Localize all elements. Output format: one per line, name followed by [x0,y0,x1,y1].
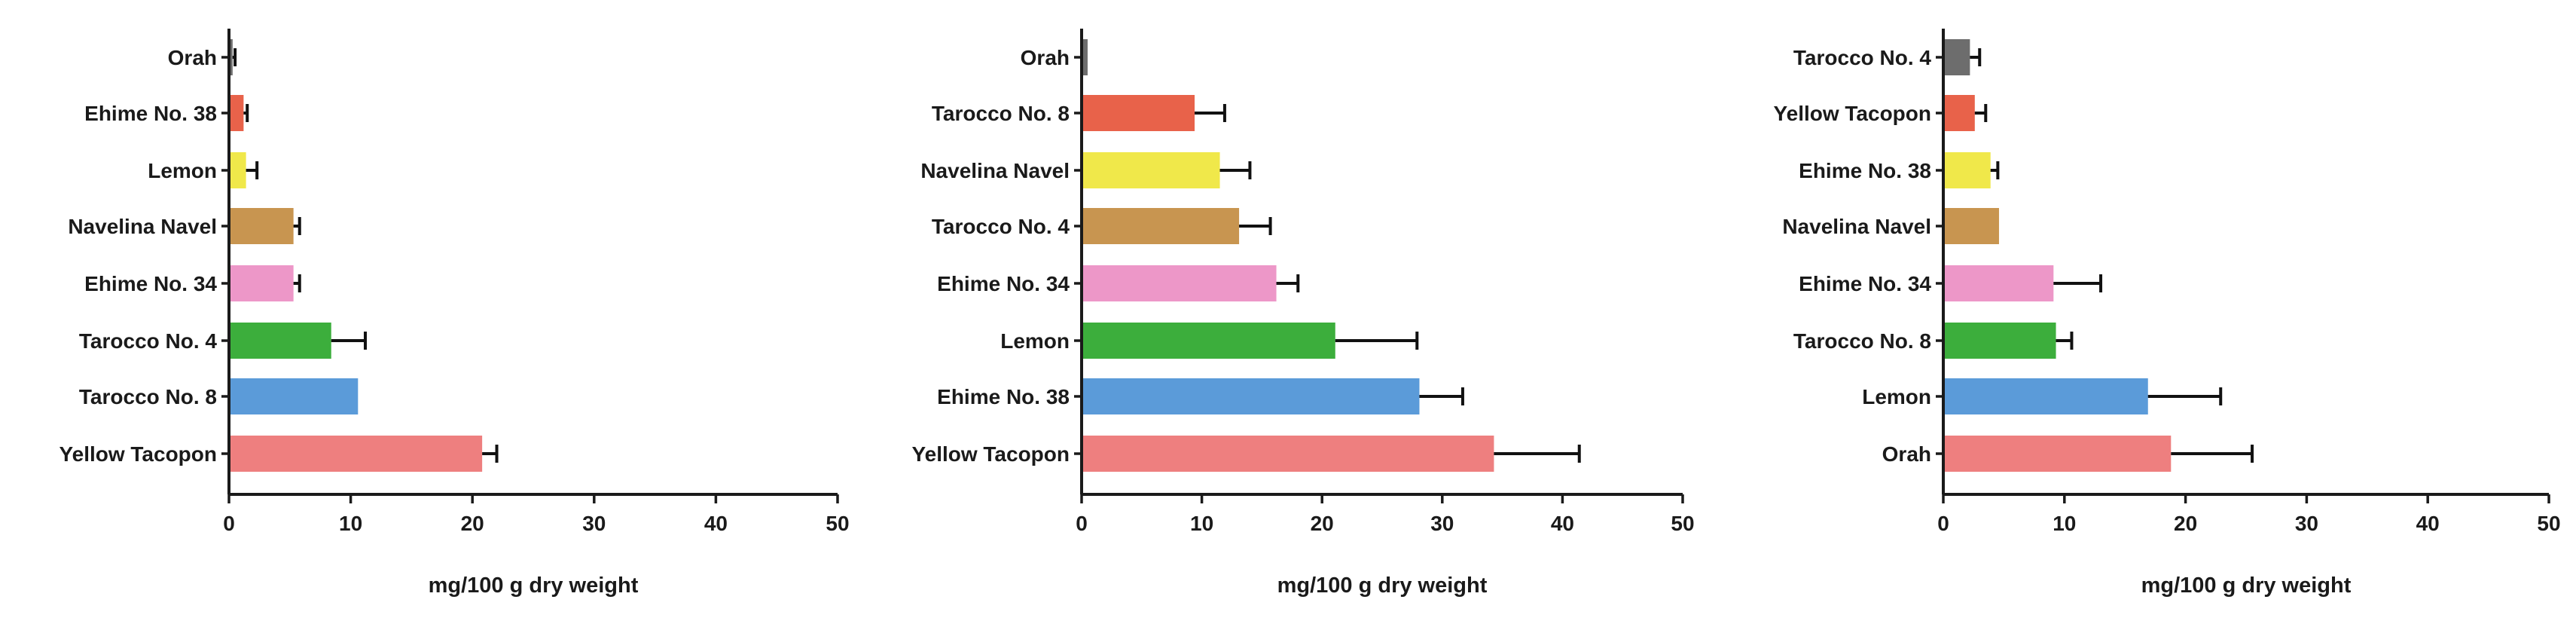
category-label: Tarocco No. 4 [1793,46,1932,69]
error-bar [2056,332,2074,350]
bar [1082,265,1277,301]
error-bar [331,332,367,350]
category-label: Ehime No. 34 [937,272,1070,295]
bar [1943,378,2148,414]
bar [229,39,233,75]
category-label: Tarocco No. 4 [932,215,1070,238]
category-label: Yellow Tacopon [1773,102,1931,125]
bar [229,95,244,131]
error-bar [232,48,237,66]
bar [1943,265,2054,301]
category-label: Ehime No. 38 [84,102,217,125]
x-tick-label: 10 [1190,512,1213,535]
x-tick-label: 0 [223,512,235,535]
error-bar [1219,161,1252,179]
error-bar [2171,445,2254,463]
bar [1082,208,1240,244]
category-label: Tarocco No. 4 [79,329,218,353]
x-tick-label: 30 [1430,512,1454,535]
bar [1943,39,1970,75]
category-label: Ehime No. 34 [1799,272,1931,295]
category-label: Navelina Navel [68,215,217,238]
error-bar [1335,332,1419,350]
category-label: Navelina Navel [920,159,1070,182]
bar [1082,323,1335,359]
error-bar [1239,217,1272,235]
bar [1082,378,1420,414]
bar [1943,323,2056,359]
category-label: Yellow Tacopon [59,442,217,466]
chart-panel-1: Orah Ehime No. 38 Lemon Navelina Navel Ehime… [59,29,850,598]
category-label: Lemon [148,159,217,182]
x-tick-label: 10 [339,512,362,535]
x-tick-label: 40 [1551,512,1574,535]
x-tick-label: 20 [1311,512,1334,535]
bar [1943,152,1991,188]
error-bar [1974,104,1988,122]
x-tick-label: 50 [1671,512,1694,535]
error-bar [293,217,301,235]
category-label: Ehime No. 38 [937,385,1070,408]
bar [1082,436,1494,472]
bar [1082,95,1195,131]
x-tick-label: 0 [1076,512,1088,535]
x-tick-label: 30 [582,512,606,535]
category-label: Navelina Navel [1782,215,1931,238]
category-label: Ehime No. 38 [1799,159,1931,182]
error-bar [1419,387,1464,405]
error-bar [1195,104,1226,122]
error-bar [293,274,301,292]
error-bar [1494,445,1581,463]
bar [229,208,294,244]
error-bar [1990,161,2000,179]
x-tick-label: 30 [2295,512,2318,535]
bar [1082,39,1088,75]
error-bar [246,161,259,179]
category-label: Orah [1882,442,1931,466]
category-label: Lemon [1000,329,1070,353]
error-bar [243,104,249,122]
category-label: Orah [168,46,217,69]
bar [229,378,359,414]
x-tick-label: 50 [826,512,849,535]
x-tick-label: 40 [704,512,728,535]
x-tick-label: 20 [2174,512,2197,535]
bar [229,323,331,359]
category-label: Orah [1021,46,1070,69]
error-bar [1276,274,1300,292]
error-bar [2147,387,2223,405]
x-tick-label: 40 [2416,512,2440,535]
x-axis-title: mg/100 g dry weight [2141,573,2352,598]
bar [229,265,294,301]
x-tick-label: 0 [1937,512,1949,535]
bar [1943,95,1975,131]
bar [229,436,483,472]
bar [229,152,246,188]
category-label: Yellow Tacopon [911,442,1070,466]
x-tick-label: 50 [2537,512,2560,535]
x-axis-title: mg/100 g dry weight [429,573,639,598]
x-axis-title: mg/100 g dry weight [1277,573,1488,598]
x-tick-label: 10 [2053,512,2076,535]
category-label: Lemon [1862,385,1931,408]
bar [1082,152,1220,188]
chart-panel-2: Orah Tarocco No. 8 Navelina Navel Tarocco N… [911,29,1695,598]
bar [1943,208,1999,244]
category-label: Tarocco No. 8 [79,385,217,408]
bar [1943,436,2172,472]
x-tick-label: 20 [461,512,484,535]
error-bar [482,445,499,463]
error-bar [1970,48,1982,66]
category-label: Tarocco No. 8 [1793,329,1931,353]
category-label: Tarocco No. 8 [932,102,1070,125]
chart-panel-3: Tarocco No. 4 Yellow Tacopon Ehime No. 38 N… [1773,29,2561,598]
error-bar [2053,274,2103,292]
category-label: Ehime No. 34 [84,272,217,295]
